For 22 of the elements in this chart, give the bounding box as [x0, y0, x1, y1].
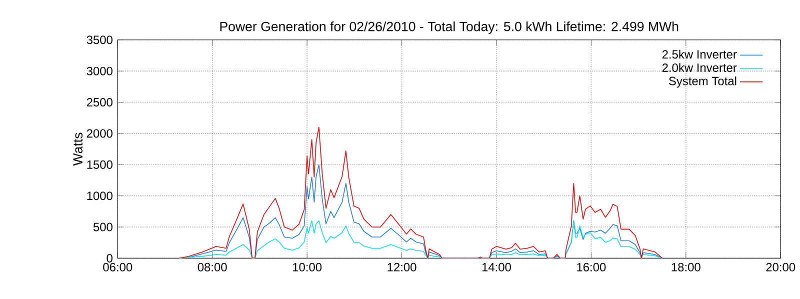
x-tick-label: 06:00 [103, 262, 132, 272]
x-tick-label: 20:00 [766, 262, 796, 272]
x-tick-label: 12:00 [388, 262, 416, 272]
y-axis-title: Watts [73, 132, 83, 166]
y-tick-label: 1500 [87, 160, 112, 169]
x-tick-label: 14:00 [482, 262, 511, 272]
legend-label: 2.0kw Inverter [662, 63, 737, 72]
x-tick-label: 16:00 [577, 262, 606, 272]
y-tick-label: 2000 [86, 129, 112, 138]
y-tick-label: 500 [93, 222, 112, 232]
y-tick-label: 0 [106, 254, 112, 262]
x-tick-label: 18:00 [672, 262, 700, 272]
line-series [178, 126, 663, 258]
x-tick-label: 10:00 [293, 262, 322, 272]
y-tick-label: 2500 [86, 98, 112, 106]
y-tick-label: 1000 [87, 192, 112, 200]
y-tick-label: 3000 [86, 66, 112, 76]
x-tick-label: 08:00 [198, 262, 227, 272]
legend-label: System Total [669, 76, 736, 88]
legend-label: 2.5kw Inverter [662, 50, 737, 59]
chart-title: Power Generation for 02/26/2010 - Total Today: 5.0 kWh Lifetime: 2.499 MWh [220, 21, 678, 34]
y-tick-label: 3500 [86, 36, 112, 44]
